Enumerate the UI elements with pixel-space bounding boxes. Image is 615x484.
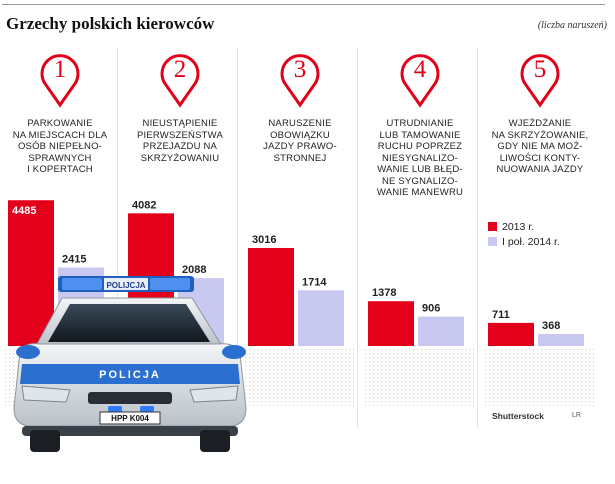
data-label-2014-cat3: 1714 — [302, 276, 327, 288]
category-label-2: NIEUSTĄPIENIE PIERWSZEŃSTWA PRZEJAZDU NA… — [137, 118, 223, 164]
photo-credit: Shutterstock — [492, 411, 544, 421]
legend-label-2014: I poł. 2014 r. — [502, 236, 560, 248]
bar-2013-cat4 — [368, 301, 414, 346]
category-number: 2 — [173, 56, 187, 83]
category-badge-2: 2 — [157, 52, 203, 108]
dotted-floor — [244, 346, 354, 406]
blue-stripe — [20, 364, 240, 384]
map-pin-icon — [40, 54, 80, 108]
category-label-4: UTRUDNIANIE LUB TAMOWANIE RUCHU POPRZEZ … — [376, 118, 464, 198]
map-pin-icon — [400, 54, 440, 108]
category-label-1: PARKOWANIE NA MIEJSCACH DLA OSÓB NIEPEŁN… — [12, 118, 108, 175]
legend-label-2013: 2013 r. — [502, 221, 535, 233]
category-number: 4 — [413, 56, 427, 83]
roof-sign-text: POLIJCJA — [106, 281, 145, 290]
column-separator — [357, 48, 358, 428]
bar-2014-cat4 — [418, 316, 464, 346]
data-label-2013-cat2: 4082 — [132, 199, 156, 211]
category-badge-4: 4 — [397, 52, 443, 108]
legend-item-2013: 2013 r. — [488, 221, 534, 233]
map-pin-icon — [280, 54, 320, 108]
legend-swatch-2014 — [488, 237, 497, 246]
category-label-5: WJEŻDŻANIE NA SKRZYŻOWANIE, GDY NIE MA M… — [491, 118, 589, 175]
category-number: 3 — [293, 56, 307, 83]
bar-2013-cat5 — [488, 322, 534, 346]
legend-swatch-2013 — [488, 222, 497, 231]
windshield — [48, 304, 210, 342]
category-label-3: NARUSZENIE OBOWIĄZKU JAZDY PRAWO- STRONN… — [263, 118, 337, 164]
map-pin-icon — [520, 54, 560, 108]
license-plate — [99, 411, 161, 425]
data-label-2013-cat4: 1378 — [372, 287, 396, 299]
chart-title: Grzechy polskich kierowców — [6, 14, 215, 33]
bar-2014-cat3 — [298, 290, 344, 346]
hood-police-text: POLICJA — [99, 369, 161, 381]
data-label-2014-cat4: 906 — [422, 303, 440, 315]
category-badge-1: 1 — [37, 52, 83, 108]
dotted-floor — [364, 346, 474, 406]
bar-2013-cat1 — [8, 200, 54, 346]
police-car-illustration: POLIJCJA POLICJA HPP K004 — [13, 276, 247, 452]
category-number: 5 — [533, 56, 547, 83]
data-label-2013-cat5: 711 — [492, 309, 510, 321]
data-label-2013-cat3: 3016 — [252, 234, 276, 246]
data-label-2013-cat1: 4485 — [12, 205, 36, 217]
legend-item-2014: I poł. 2014 r. — [488, 236, 560, 248]
data-label-2014-cat2: 2088 — [182, 264, 206, 276]
dotted-floor — [484, 346, 594, 406]
top-rule — [2, 4, 605, 5]
category-badge-3: 3 — [277, 52, 323, 108]
author-initials: LR — [572, 412, 581, 419]
data-label-2014-cat5: 368 — [542, 320, 560, 332]
data-label-2014-cat1: 2415 — [62, 254, 86, 266]
category-number: 1 — [53, 56, 67, 83]
bar-2014-cat5 — [538, 334, 584, 346]
column-separator — [237, 48, 238, 428]
bar-2013-cat3 — [248, 247, 294, 346]
license-plate-text: HPP K004 — [111, 414, 149, 423]
map-pin-icon — [160, 54, 200, 108]
column-separator — [477, 48, 478, 428]
column-separator — [117, 48, 118, 428]
category-badge-5: 5 — [517, 52, 563, 108]
chart-subtitle: (liczba naruszeń) — [537, 20, 607, 31]
